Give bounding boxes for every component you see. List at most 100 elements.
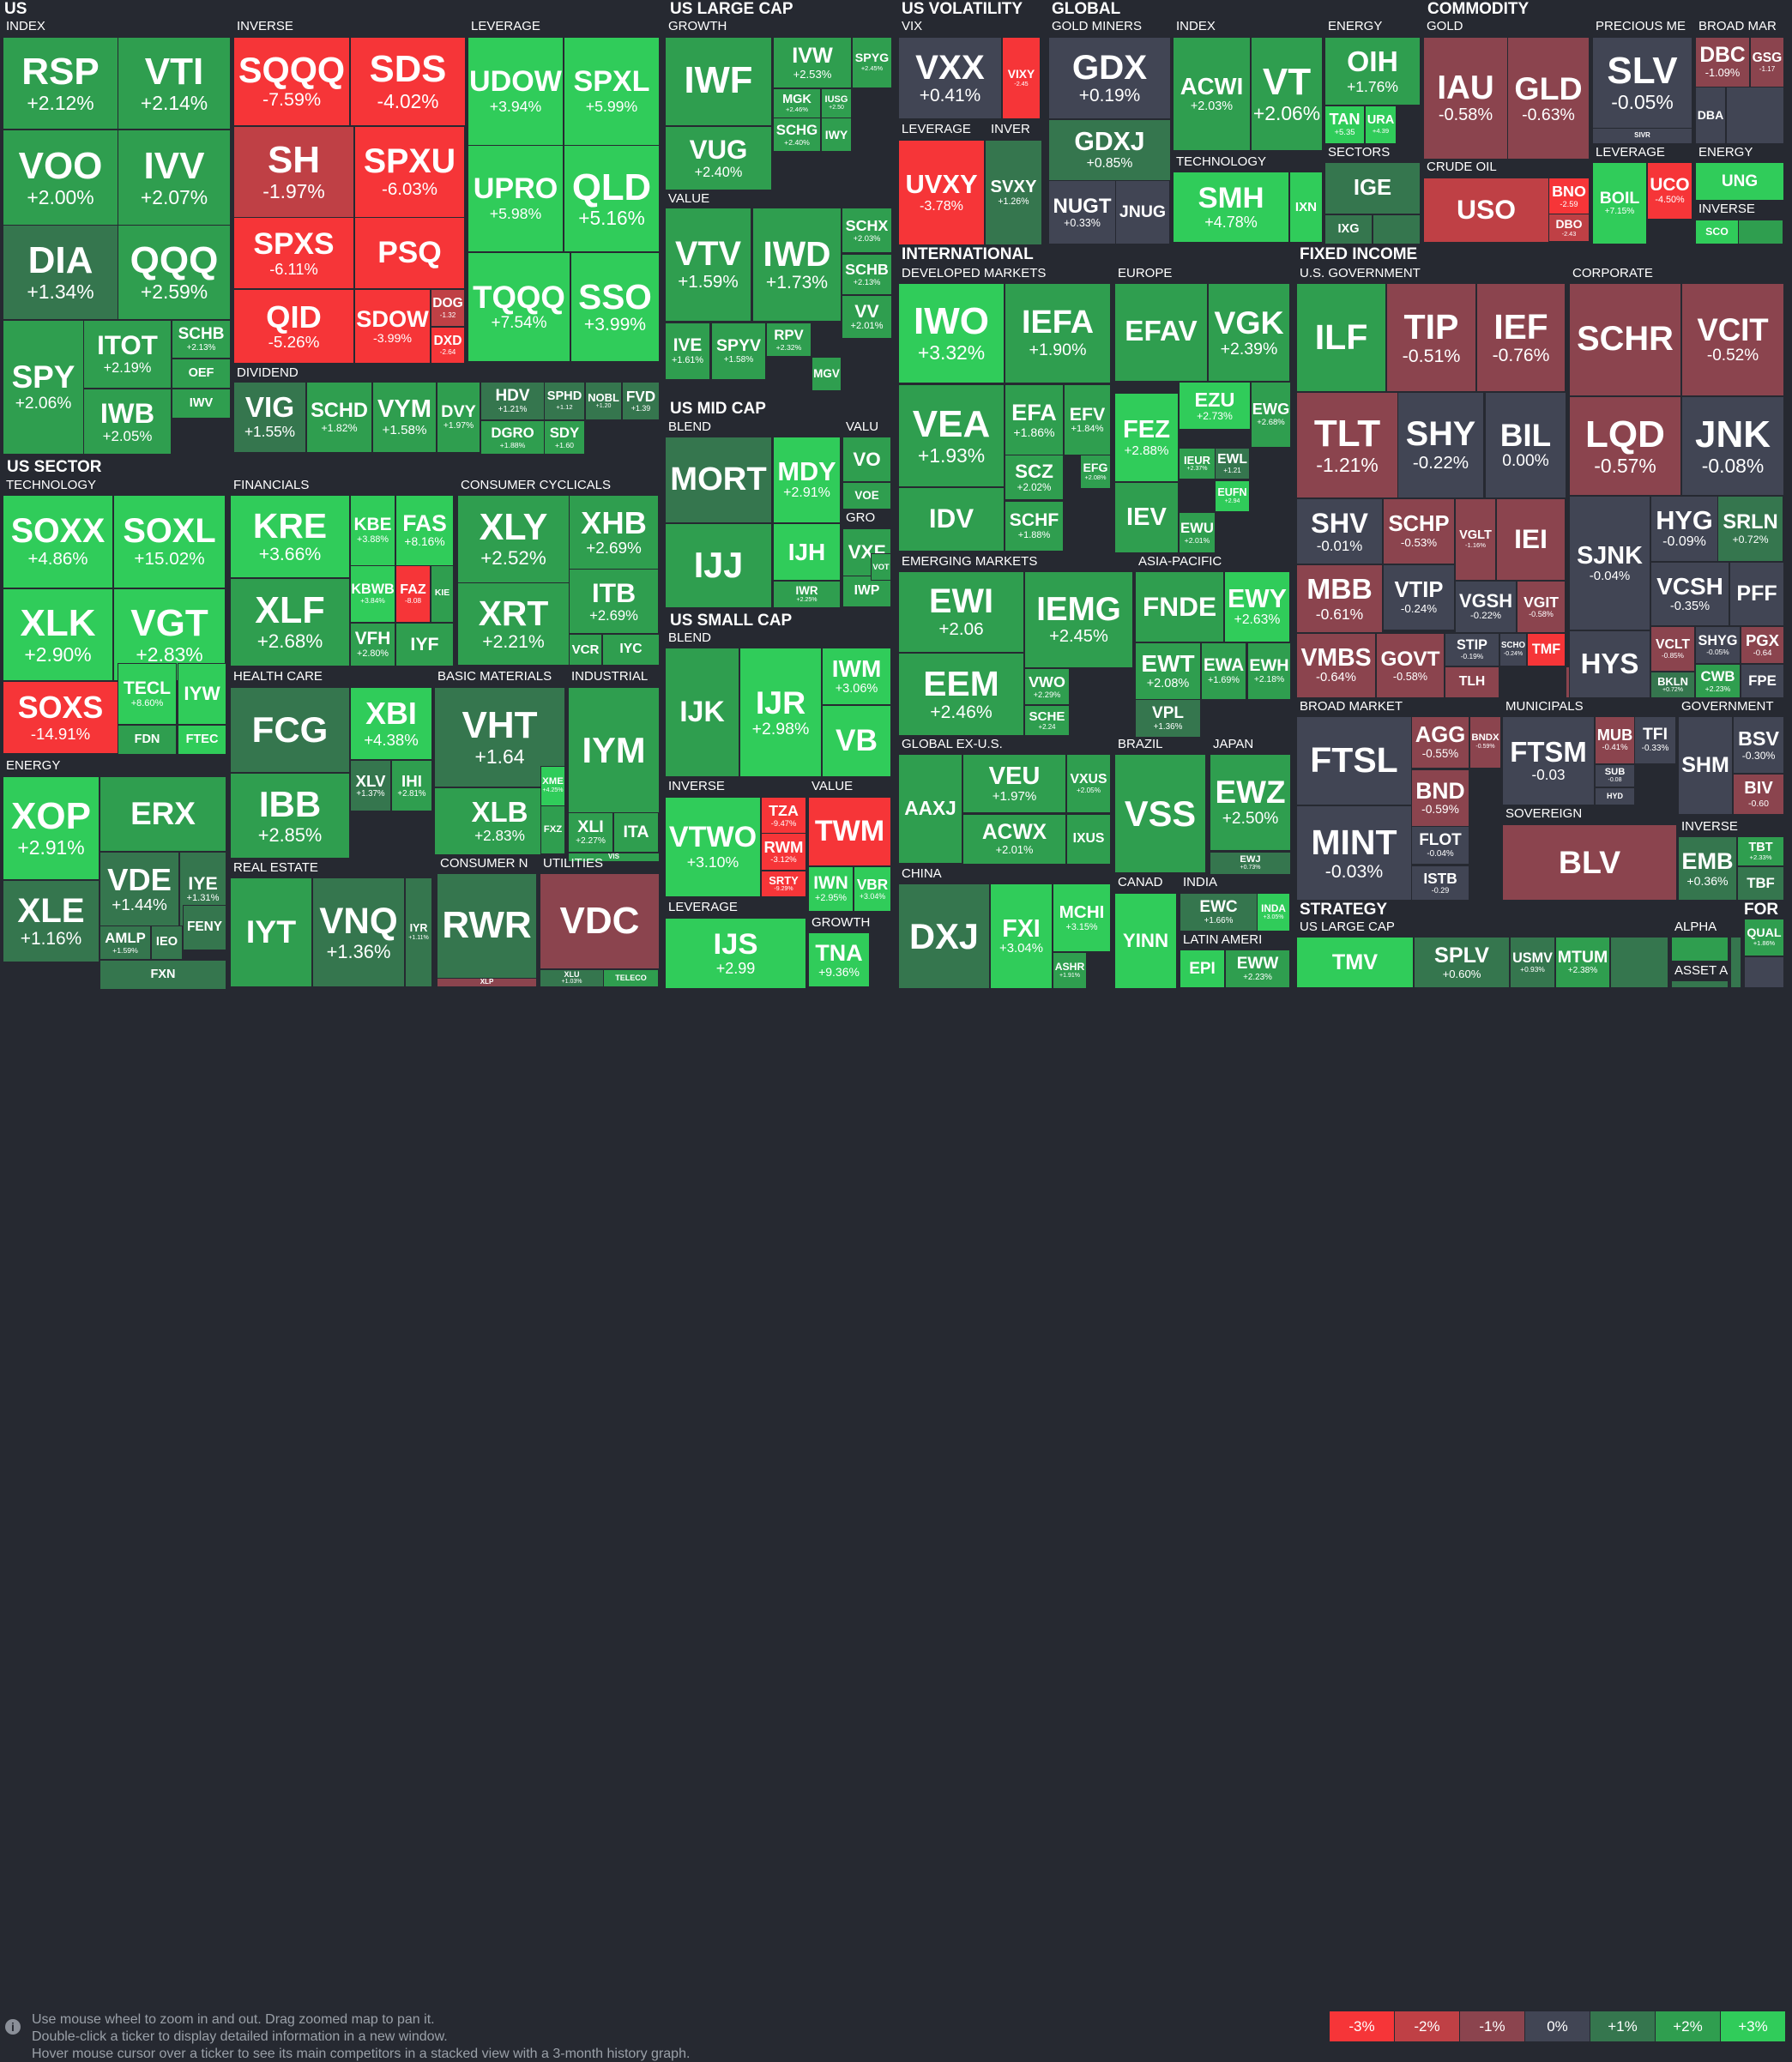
- ticker-tile-ewz[interactable]: EWZ +2.50%: [1210, 754, 1291, 851]
- ticker-tile-xlf[interactable]: XLF +2.68%: [230, 578, 350, 666]
- ticker-tile-dvy[interactable]: DVY +1.97%: [437, 382, 480, 453]
- ticker-tile-qid[interactable]: QID -5.26%: [233, 289, 354, 364]
- ticker-tile-vb[interactable]: VB: [822, 705, 891, 777]
- ticker-tile-cwb[interactable]: CWB +2.23%: [1695, 664, 1741, 698]
- ticker-tile-xlk[interactable]: XLK +2.90%: [3, 588, 113, 681]
- ticker-tile-schg[interactable]: SCHG +2.40%: [773, 118, 821, 152]
- ticker-tile-vot[interactable]: VOT: [871, 553, 891, 581]
- ticker-tile-kbwb[interactable]: KBWB +3.84%: [350, 565, 395, 623]
- ticker-tile-dba[interactable]: DBA: [1695, 87, 1726, 144]
- ticker-tile-fez[interactable]: FEZ +2.88%: [1114, 393, 1179, 482]
- ticker-tile-dxj[interactable]: DXJ: [898, 883, 990, 989]
- ticker-tile-smh[interactable]: SMH +4.78%: [1173, 172, 1289, 243]
- ticker-tile-dgro[interactable]: DGRO +1.88%: [480, 420, 545, 455]
- ticker-tile-stip[interactable]: STIP -0.19%: [1445, 633, 1499, 666]
- ticker-tile-schx[interactable]: SCHX +2.03%: [842, 208, 892, 253]
- ticker-tile-rsp[interactable]: RSP +2.12%: [3, 37, 118, 130]
- ticker-tile-iev[interactable]: IEV: [1114, 482, 1179, 553]
- ticker-tile-ewh[interactable]: EWH +2.18%: [1247, 642, 1291, 700]
- ticker-tile-xbi[interactable]: XBI +4.38%: [350, 687, 432, 760]
- ticker-tile-ivv[interactable]: IVV +2.07%: [118, 130, 231, 226]
- ticker-tile-svxy[interactable]: SVXY +1.26%: [985, 140, 1042, 245]
- ticker-tile-kre[interactable]: KRE +3.66%: [230, 495, 350, 578]
- ticker-tile-feny[interactable]: FENY: [183, 905, 226, 950]
- ticker-tile-xly[interactable]: XLY +2.52%: [457, 495, 570, 583]
- ticker-tile-fxz[interactable]: FXZ: [540, 805, 565, 854]
- ticker-tile-nobl[interactable]: NOBL +1.20: [585, 382, 622, 420]
- ticker-tile-acwx[interactable]: ACWX +2.01%: [962, 814, 1066, 865]
- ticker-tile-faz[interactable]: FAZ -8.08: [395, 565, 431, 623]
- ticker-tile-veu[interactable]: VEU +1.97%: [962, 754, 1066, 813]
- ticker-tile-mbb[interactable]: MBB -0.61%: [1296, 564, 1383, 633]
- ticker-tile-vti[interactable]: VTI +2.14%: [118, 37, 231, 130]
- ticker-tile-erx[interactable]: ERX: [100, 776, 226, 852]
- ticker-tile-voo[interactable]: VOO +2.00%: [3, 130, 118, 226]
- ticker-tile-uso[interactable]: USO: [1423, 178, 1549, 243]
- ticker-tile-gsg[interactable]: GSG -1.17: [1750, 37, 1784, 87]
- ticker-tile-spxs[interactable]: SPXS -6.11%: [233, 217, 354, 289]
- ticker-tile-twm[interactable]: TWM: [808, 797, 891, 866]
- ticker-tile-xme[interactable]: XME +4.25%: [540, 766, 565, 806]
- ticker-tile-gdx[interactable]: GDX +0.19%: [1048, 37, 1171, 119]
- ticker-tile-sdy[interactable]: SDY +1.60: [544, 420, 585, 455]
- ticker-tile-ita[interactable]: ITA: [613, 812, 659, 853]
- ticker-tile-dia[interactable]: DIA +1.34%: [3, 225, 118, 320]
- ticker-tile-iwv[interactable]: IWV: [172, 389, 231, 419]
- ticker-tile-ieur[interactable]: IEUR +2.37%: [1179, 448, 1216, 479]
- ticker-tile-xop[interactable]: XOP +2.91%: [3, 776, 100, 880]
- ticker-tile-vis[interactable]: VIS: [568, 853, 660, 862]
- ticker-tile-ijr[interactable]: IJR +2.98%: [739, 648, 822, 777]
- ticker-tile-ura[interactable]: URA +4.39: [1365, 106, 1397, 144]
- ticker-tile-iwm[interactable]: IWM +3.06%: [822, 648, 891, 705]
- ticker-tile-hyg[interactable]: HYG -0.09%: [1650, 496, 1718, 562]
- ticker-tile-iemg[interactable]: IEMG +2.45%: [1024, 571, 1133, 668]
- ticker-tile-spyv[interactable]: SPYV +1.58%: [711, 323, 766, 380]
- ticker-tile-tan[interactable]: TAN +5.35: [1324, 106, 1365, 144]
- ticker-tile-ive[interactable]: IVE +1.61%: [665, 323, 710, 380]
- ticker-tile-iwb[interactable]: IWB +2.05%: [83, 389, 172, 455]
- ticker-tile-flot[interactable]: FLOT -0.04%: [1411, 826, 1469, 865]
- ticker-tile-ijj[interactable]: IJJ: [665, 523, 772, 608]
- ticker-tile-pff[interactable]: PFF: [1729, 562, 1784, 626]
- ticker-tile-psq[interactable]: PSQ: [354, 217, 465, 289]
- ticker-tile-agg[interactable]: AGG -0.55%: [1411, 716, 1469, 769]
- ticker-tile-tmv[interactable]: TMV: [1296, 937, 1414, 988]
- ticker-tile-vv[interactable]: VV +2.01%: [842, 295, 892, 339]
- ticker-tile-vea[interactable]: VEA +1.93%: [898, 384, 1005, 487]
- ticker-tile-hys[interactable]: HYS: [1569, 630, 1650, 698]
- ticker-tile-sds[interactable]: SDS -4.02%: [350, 37, 466, 126]
- ticker-tile-ixg[interactable]: IXG: [1324, 214, 1373, 244]
- ticker-tile-bndx[interactable]: BNDX -0.59%: [1469, 716, 1501, 769]
- ticker-tile-bnd[interactable]: BND -0.59%: [1411, 769, 1469, 827]
- ticker-tile-sqqq[interactable]: SQQQ -7.59%: [233, 37, 350, 126]
- ticker-tile-srln[interactable]: SRLN +0.72%: [1717, 496, 1783, 562]
- ticker-tile-tqqq[interactable]: TQQQ +7.54%: [468, 252, 570, 362]
- ticker-tile-iwr[interactable]: IWR +2.25%: [773, 581, 841, 608]
- ticker-tile-udow[interactable]: UDOW +3.94%: [468, 37, 564, 146]
- ticker-tile-nugt[interactable]: NUGT +0.33%: [1048, 180, 1116, 244]
- ticker-tile-ewu[interactable]: EWU +2.01%: [1179, 512, 1216, 553]
- ticker-tile-ftec[interactable]: FTEC: [178, 725, 226, 755]
- ticker-tile-tfi[interactable]: TFI -0.33%: [1634, 716, 1676, 764]
- ticker-tile-ewi[interactable]: EWI +2.06: [898, 571, 1024, 653]
- ticker-tile-xlv[interactable]: XLV +1.37%: [350, 760, 391, 811]
- ticker-tile-iau[interactable]: IAU -0.58%: [1423, 37, 1508, 160]
- ticker-tile-efav[interactable]: EFAV: [1114, 283, 1208, 382]
- ticker-tile-inda[interactable]: INDA +3.05%: [1257, 893, 1290, 932]
- ticker-tile-iusg[interactable]: IUSG +2.50: [821, 88, 852, 118]
- ticker-tile-ijh[interactable]: IJH: [773, 523, 841, 581]
- ticker-tile-upro[interactable]: UPRO +5.98%: [468, 145, 564, 252]
- ticker-tile-govt[interactable]: GOVT -0.58%: [1376, 633, 1445, 698]
- ticker-tile-ijk[interactable]: IJK: [665, 648, 739, 777]
- ticker-tile-iyc[interactable]: IYC: [602, 634, 660, 666]
- ticker-tile-vcit[interactable]: VCIT -0.52%: [1681, 283, 1784, 396]
- ticker-tile-aaxj[interactable]: AAXJ: [898, 754, 962, 864]
- ticker-tile-tna[interactable]: TNA +9.36%: [808, 932, 870, 987]
- ticker-tile-rpv[interactable]: RPV +2.32%: [766, 323, 812, 357]
- ticker-tile-ewg[interactable]: EWG +2.68%: [1251, 382, 1291, 448]
- ticker-tile-iyw[interactable]: IYW: [178, 663, 226, 725]
- ticker-tile-ivw[interactable]: IVW +2.53%: [773, 37, 852, 88]
- ticker-tile-sco[interactable]: SCO: [1695, 220, 1739, 244]
- ticker-tile-mub[interactable]: MUB -0.41%: [1595, 716, 1635, 764]
- ticker-tile-srty[interactable]: SRTY -9.29%: [761, 871, 806, 897]
